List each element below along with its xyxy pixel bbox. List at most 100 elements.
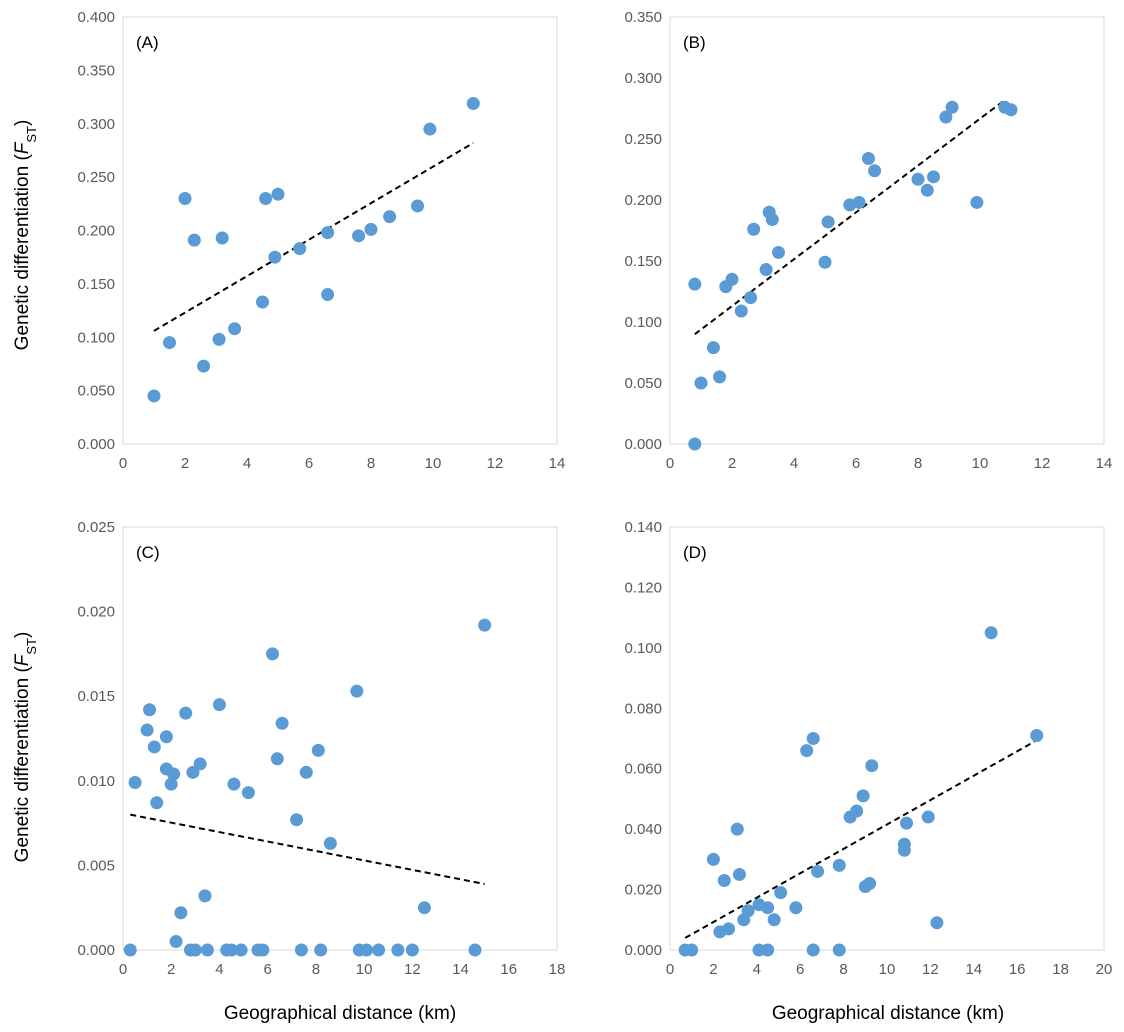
data-point (900, 816, 914, 830)
data-point (186, 765, 200, 779)
data-point (256, 295, 269, 309)
y-tick-label: 0.300 (77, 116, 115, 133)
x-tick-label: 10 (356, 961, 373, 978)
data-point (939, 110, 953, 124)
x-tick-label: 6 (852, 455, 860, 472)
panel-d: 0.000 0.020 0.040 0.060 0.080 0.100 0.120 0.140… (624, 519, 1112, 978)
y-tick-label: 0.015 (77, 688, 115, 705)
x-tick-label: 2 (728, 455, 736, 472)
data-point (466, 96, 480, 110)
x-tick-label: 0 (666, 961, 674, 978)
x-tick-label: 10 (972, 455, 989, 472)
data-point (383, 210, 397, 224)
data-point (761, 901, 775, 915)
data-point (174, 906, 188, 920)
data-point (321, 226, 335, 240)
data-point (270, 752, 284, 766)
x-tick-label: 18 (1052, 961, 1069, 978)
x-tick-label: 10 (425, 455, 442, 472)
data-point (352, 229, 366, 243)
y-tick-label: 0.040 (624, 821, 662, 838)
data-point (271, 187, 285, 201)
y-tick-label: 0.350 (77, 62, 115, 79)
panel-c: 0.000 0.005 0.010 0.015 0.020 0.025 0 2 4 6 8 10 12 1… (77, 519, 565, 978)
data-point (314, 943, 328, 957)
data-point (143, 703, 157, 717)
y-tick-label: 0.140 (624, 519, 662, 536)
x-tick-label: 12 (1034, 455, 1051, 472)
panel-a: 0.000 0.050 0.100 0.150 0.200 0.250 0.300 0.350… (77, 9, 565, 472)
y-tick-label: 0.250 (77, 169, 115, 186)
data-point (744, 291, 758, 305)
data-point (767, 913, 781, 927)
x-tick-label: 16 (1009, 961, 1026, 978)
data-point (411, 199, 424, 213)
y-tick-label: 0.120 (624, 579, 662, 596)
y-tick-label: 0.000 (77, 436, 115, 453)
data-point (163, 336, 176, 350)
trendline (153, 142, 474, 332)
data-point (293, 242, 307, 256)
x-tick-label: 4 (215, 961, 223, 978)
data-point (945, 100, 959, 114)
panel-label: (A) (136, 33, 159, 52)
data-point (706, 341, 720, 355)
y-tick-label: 0.100 (624, 640, 662, 657)
data-point (212, 332, 226, 346)
y-tick-label: 0.000 (624, 436, 662, 453)
data-point (225, 943, 238, 957)
panel-label: (D) (683, 543, 707, 562)
data-point (789, 901, 803, 915)
data-point (706, 852, 720, 866)
data-point (832, 943, 846, 957)
x-tick-label: 2 (167, 961, 175, 978)
data-point (852, 195, 866, 209)
data-point (187, 233, 201, 247)
data-point (372, 943, 386, 957)
y-axis-title-top: Genetic differentiation (FST) (12, 120, 39, 351)
data-point (772, 245, 785, 259)
x-tick-label: 12 (404, 961, 421, 978)
data-point (765, 213, 779, 227)
y-tick-label: 0.080 (624, 700, 662, 717)
data-point (741, 904, 755, 918)
data-point (921, 810, 935, 824)
y-tick-label: 0.100 (624, 314, 662, 331)
data-point (688, 277, 702, 291)
data-point (806, 943, 820, 957)
trendline (130, 813, 485, 885)
x-tick-label: 8 (914, 455, 922, 472)
data-point (164, 777, 178, 791)
data-point (197, 359, 211, 373)
x-tick-label: 4 (243, 455, 251, 472)
y-tick-label: 0.100 (77, 329, 115, 346)
data-point (984, 626, 998, 640)
y-tick-label: 0.350 (624, 9, 662, 26)
data-point (688, 437, 702, 451)
data-point (478, 618, 492, 632)
data-point (806, 732, 820, 745)
data-point (169, 935, 183, 949)
data-point (360, 943, 374, 957)
x-tick-label: 12 (922, 961, 939, 978)
data-point (265, 647, 279, 661)
y-tick-label: 0.000 (77, 942, 115, 959)
x-tick-label: 8 (839, 961, 847, 978)
data-point (713, 370, 727, 384)
x-tick-label: 6 (305, 455, 313, 472)
data-point (865, 759, 879, 773)
data-point (200, 943, 214, 957)
y-axis-title-bottom: Genetic differentiation (FST) (12, 632, 39, 863)
data-point (275, 716, 289, 730)
data-point (128, 775, 142, 789)
data-point (747, 222, 761, 236)
trendline (694, 99, 1006, 335)
data-point (821, 215, 835, 229)
data-point (818, 255, 832, 269)
y-tick-label: 0.010 (77, 773, 115, 790)
data-point (234, 943, 248, 957)
data-point (123, 943, 137, 957)
data-point (299, 765, 313, 779)
x-tick-label: 0 (119, 455, 127, 472)
data-point (717, 874, 731, 888)
